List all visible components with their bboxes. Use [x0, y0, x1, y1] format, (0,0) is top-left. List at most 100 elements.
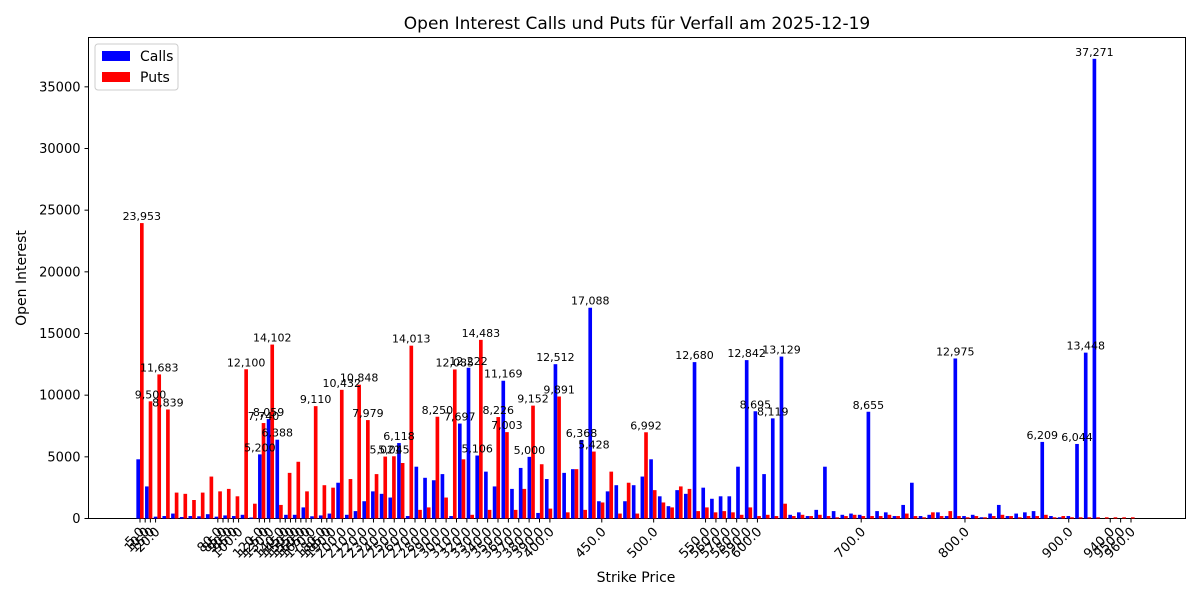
bar-calls: [266, 419, 271, 519]
puts-value-label: 14,013: [392, 333, 431, 346]
bar-puts: [826, 516, 831, 519]
bar-calls: [684, 493, 688, 519]
puts-value-label: 8,226: [482, 404, 514, 417]
bar-calls: [779, 356, 784, 519]
bar-puts: [339, 389, 344, 519]
bar-puts: [322, 485, 327, 519]
bar-puts: [287, 472, 292, 519]
calls-value-label: 8,059: [253, 406, 285, 419]
bar-puts: [1122, 517, 1126, 519]
bar-calls: [718, 496, 723, 519]
bar-calls: [962, 516, 966, 519]
legend-label-puts: Puts: [140, 70, 170, 86]
x-tick-label: 900.0: [1040, 525, 1077, 562]
bar-puts: [800, 514, 805, 519]
bar-calls: [223, 515, 227, 519]
bar-calls: [883, 512, 888, 519]
y-tick-label: 5000: [47, 450, 80, 465]
bar-calls: [753, 411, 758, 519]
bar-calls: [1083, 352, 1088, 519]
bar-calls: [284, 514, 288, 519]
bar-calls: [892, 516, 897, 519]
bar-puts: [487, 509, 492, 519]
bar-calls: [179, 517, 184, 519]
bar-calls: [614, 485, 619, 519]
calls-value-label: 8,655: [853, 399, 885, 412]
bar-calls: [414, 466, 419, 519]
bar-puts: [409, 345, 414, 519]
bar-puts: [470, 514, 474, 519]
x-axis: 5.010.015.020.0 80.085.090.095.0100.0120.…: [122, 518, 1139, 562]
calls-value-label: 12,842: [727, 347, 766, 360]
bar-calls: [640, 476, 645, 519]
bar-puts: [1026, 516, 1031, 519]
puts-value-label: 11,683: [140, 361, 179, 374]
bar-calls: [1092, 58, 1097, 519]
calls-value-label: 11,169: [484, 368, 523, 381]
calls-value-label: 12,680: [675, 349, 714, 362]
x-tick-label: 800.0: [936, 525, 973, 562]
bar-calls: [214, 516, 219, 519]
bar-puts: [348, 479, 353, 519]
bar-calls: [570, 469, 575, 519]
y-tick-label: 10000: [39, 389, 80, 404]
puts-value-label: 9,110: [300, 393, 332, 406]
bar-calls: [1040, 441, 1045, 519]
bar-puts: [574, 469, 579, 519]
bar-puts: [279, 504, 283, 519]
bar-puts: [357, 384, 361, 519]
bar-calls: [258, 454, 262, 519]
bar-puts: [861, 516, 866, 519]
bar-calls: [562, 472, 566, 519]
bar-puts: [426, 507, 431, 519]
bar-puts: [783, 503, 787, 519]
bar-calls: [518, 467, 523, 519]
bar-calls: [692, 362, 697, 519]
puts-value-label: 9,152: [517, 393, 549, 406]
x-tick-label: 700.0: [832, 525, 869, 562]
bar-puts: [583, 509, 587, 519]
bar-puts: [1104, 517, 1109, 519]
calls-value-label: 37,271: [1075, 46, 1114, 59]
calls-value-label: 17,088: [571, 295, 610, 308]
puts-value-label: 9,891: [543, 384, 575, 397]
bar-puts: [366, 420, 370, 519]
bar-puts: [965, 517, 970, 519]
bar-calls: [457, 423, 462, 519]
bar-puts: [1061, 516, 1066, 519]
calls-value-label: 7,697: [444, 411, 476, 424]
calls-value-label: 5,000: [514, 444, 546, 457]
bar-puts: [757, 516, 761, 519]
puts-value-label: 14,483: [462, 327, 501, 340]
puts-value-label: 7,003: [491, 419, 523, 432]
calls-value-label: 5,200: [244, 441, 276, 454]
bar-calls: [1066, 516, 1071, 519]
bar-calls: [918, 516, 923, 519]
calls-value-label: 12,975: [936, 345, 975, 358]
bar-calls: [362, 501, 367, 519]
bar-calls: [849, 513, 853, 519]
bar-puts: [1000, 514, 1005, 519]
bar-puts: [904, 513, 909, 519]
bar-calls: [736, 466, 740, 519]
y-tick-label: 25000: [39, 204, 80, 219]
bar-puts: [731, 512, 735, 519]
bar-calls: [544, 479, 549, 519]
bar-calls: [431, 480, 436, 519]
legend-swatch-puts: [102, 72, 130, 82]
bar-calls: [423, 477, 427, 519]
calls-value-label: 8,695: [740, 398, 772, 411]
bars-puts: [140, 223, 1135, 519]
puts-value-label: 23,953: [123, 210, 162, 223]
puts-value-label: 7,979: [352, 407, 384, 420]
bar-calls: [492, 486, 497, 519]
bar-puts: [148, 401, 153, 519]
bars-calls: [136, 58, 1097, 519]
bar-puts: [192, 500, 196, 519]
bar-puts: [661, 502, 666, 519]
bar-puts: [565, 512, 570, 519]
bar-calls: [588, 307, 593, 519]
bar-calls: [814, 509, 819, 519]
bar-calls: [397, 443, 401, 519]
bar-calls: [388, 497, 393, 519]
